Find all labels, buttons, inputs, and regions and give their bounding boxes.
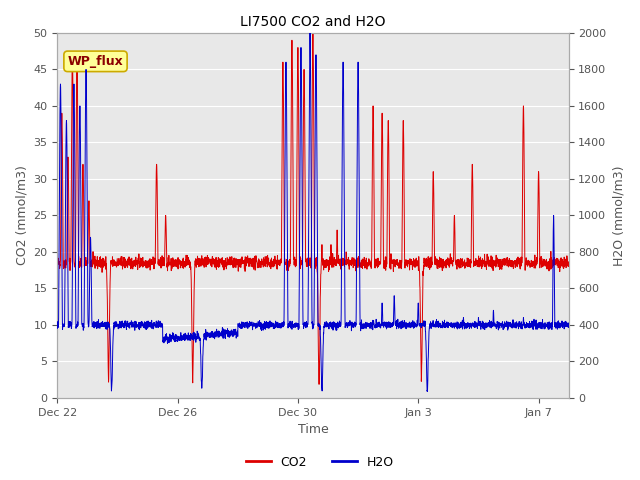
- Title: LI7500 CO2 and H2O: LI7500 CO2 and H2O: [240, 15, 386, 29]
- Y-axis label: H2O (mmol/m3): H2O (mmol/m3): [612, 165, 625, 266]
- X-axis label: Time: Time: [298, 423, 328, 436]
- Legend: CO2, H2O: CO2, H2O: [241, 451, 399, 474]
- Y-axis label: CO2 (mmol/m3): CO2 (mmol/m3): [15, 166, 28, 265]
- Text: WP_flux: WP_flux: [68, 55, 124, 68]
